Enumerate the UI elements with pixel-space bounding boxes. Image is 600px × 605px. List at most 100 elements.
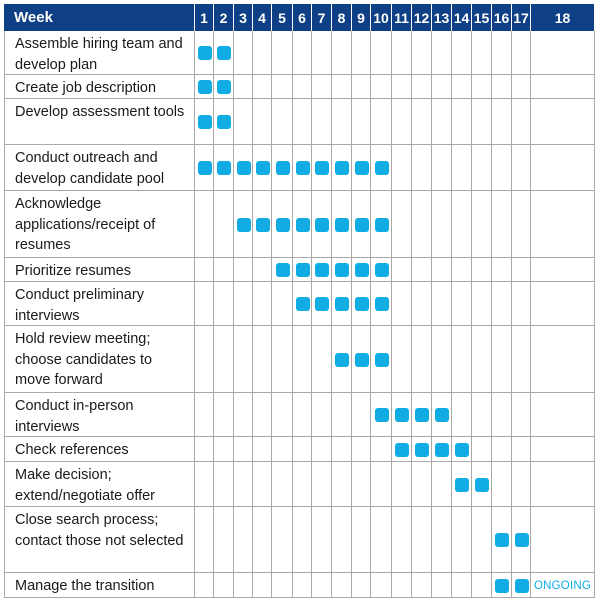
grid-cell [195, 507, 214, 573]
timeline-mark [197, 161, 212, 175]
grid-cell [253, 99, 272, 145]
grid-cell [371, 437, 392, 462]
grid-cell [512, 99, 531, 145]
grid-cell [531, 75, 595, 99]
timeline-mark [435, 442, 449, 457]
grid-cell [293, 75, 312, 99]
grid-cell [214, 393, 234, 437]
grid-cell [512, 326, 531, 393]
timeline-mark [236, 217, 251, 232]
grid-cell [332, 573, 352, 598]
timeline-mark [335, 297, 349, 311]
grid-cell [293, 462, 312, 507]
grid-cell [452, 75, 472, 99]
grid-cell [293, 393, 312, 437]
grid-cell [234, 393, 253, 437]
grid-cell [332, 31, 352, 75]
timeline-mark [295, 161, 310, 175]
ongoing-label: ONGOING [534, 579, 591, 592]
grid-cell [531, 282, 595, 326]
timeline-mark [495, 578, 509, 593]
header-week-6: 6 [293, 4, 311, 31]
timeline-mark [415, 408, 429, 422]
grid-cell [352, 507, 371, 573]
grid-cell [332, 437, 352, 462]
timeline-mark [374, 263, 389, 277]
grid-cell [312, 99, 332, 145]
timeline-mark [354, 217, 369, 232]
timeline-mark [374, 297, 389, 311]
grid-cell [312, 326, 332, 393]
grid-cell [531, 258, 595, 282]
grid-cell [253, 507, 272, 573]
grid-cell [452, 258, 472, 282]
header-week-label: Week [4, 4, 194, 31]
grid-cell [432, 507, 452, 573]
timeline-mark [315, 217, 329, 232]
grid-cell [392, 462, 412, 507]
grid-cell [371, 75, 392, 99]
timeline-mark [395, 408, 409, 422]
grid-cell [272, 462, 293, 507]
grid-cell [472, 191, 492, 258]
grid-cell [392, 31, 412, 75]
header-week-15: 15 [472, 4, 491, 31]
grid-cell [512, 393, 531, 437]
header-week-7: 7 [312, 4, 331, 31]
grid-cell [512, 31, 531, 75]
grid-cell [214, 191, 234, 258]
grid-cell [452, 145, 472, 191]
task-label: Hold review meeting; choose candidates t… [4, 326, 195, 393]
task-label: Create job description [4, 75, 195, 99]
grid-cell [214, 282, 234, 326]
timeline-mark [275, 263, 290, 277]
grid-cell [452, 282, 472, 326]
grid-cell [512, 258, 531, 282]
grid-cell [412, 145, 432, 191]
grid-cell [492, 191, 512, 258]
header-week-17: 17 [512, 4, 530, 31]
timeline-mark [514, 533, 529, 547]
grid-cell [492, 462, 512, 507]
task-label: Conduct outreach and develop candidate p… [4, 145, 195, 191]
grid-cell [214, 326, 234, 393]
grid-cell [214, 462, 234, 507]
grid-cell [432, 573, 452, 598]
grid-cell [531, 462, 595, 507]
grid-cell [412, 462, 432, 507]
grid-cell [214, 507, 234, 573]
timeline-mark [315, 161, 329, 175]
grid-cell [352, 573, 371, 598]
grid-cell [352, 393, 371, 437]
grid-cell [531, 437, 595, 462]
grid-cell [312, 462, 332, 507]
grid-cell [234, 507, 253, 573]
grid-cell [253, 393, 272, 437]
grid-cell [253, 258, 272, 282]
grid-cell [272, 75, 293, 99]
grid-cell [352, 99, 371, 145]
header-week-8: 8 [332, 4, 351, 31]
header-week-5: 5 [272, 4, 292, 31]
grid-cell [512, 282, 531, 326]
task-label: Develop assessment tools [4, 99, 195, 145]
grid-cell [432, 145, 452, 191]
grid-cell [472, 75, 492, 99]
grid-cell [452, 393, 472, 437]
header-week-1: 1 [195, 4, 213, 31]
grid-cell [432, 282, 452, 326]
timeline-mark [295, 217, 310, 232]
grid-cell [492, 282, 512, 326]
grid-cell [312, 31, 332, 75]
timeline-mark [415, 442, 429, 457]
grid-cell [195, 282, 214, 326]
grid-cell [195, 437, 214, 462]
grid-cell [432, 326, 452, 393]
grid-cell [195, 258, 214, 282]
grid-cell [472, 99, 492, 145]
grid-cell [472, 258, 492, 282]
task-label: Conduct in-person interviews [4, 393, 195, 437]
grid-cell [392, 145, 412, 191]
timeline-mark [374, 408, 389, 422]
